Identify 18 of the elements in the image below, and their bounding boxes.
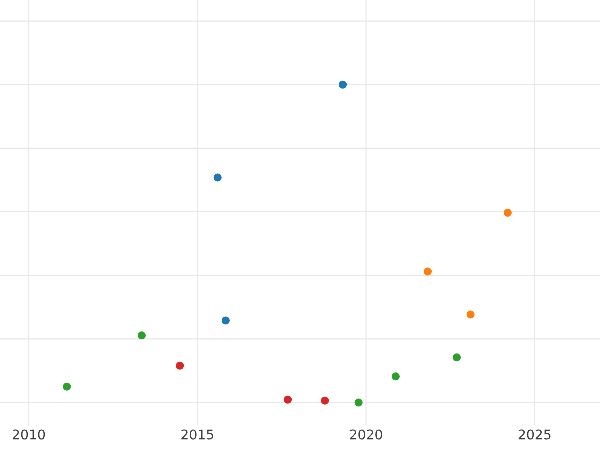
point [138,332,146,340]
point [321,396,330,405]
point [284,396,292,404]
point [504,208,512,217]
x-tick-label: 2025 [518,430,551,440]
x-tick-label: 2015 [182,430,214,440]
point [424,268,432,276]
x-tick-label: 2010 [13,430,46,440]
x-tick-label: 2020 [350,430,382,440]
point [354,398,363,407]
point [176,362,184,370]
point [214,174,222,182]
point [392,372,400,381]
point [452,354,462,362]
point [466,310,475,319]
point [63,382,72,391]
point [339,80,348,89]
point [222,316,230,325]
